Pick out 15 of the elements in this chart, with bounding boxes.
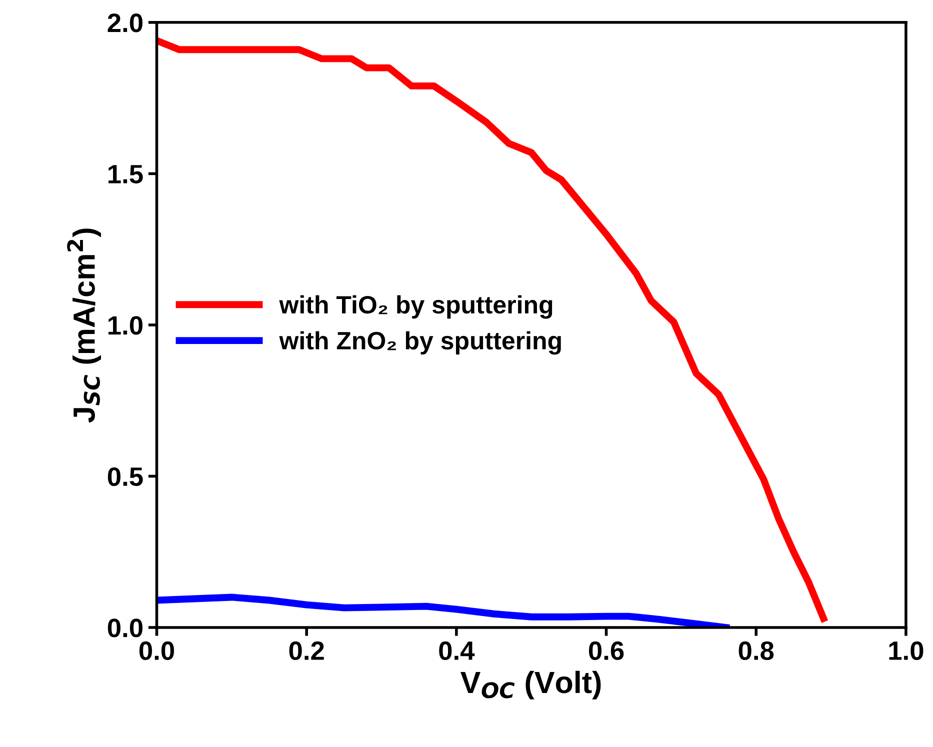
x-tick-label: 0.8 (738, 641, 774, 660)
legend-label: with TiO₂ by sputtering (279, 295, 552, 319)
y-tick-label: 2.0 (108, 14, 142, 32)
x-tick-label: 0.4 (439, 641, 475, 660)
y-tick-label: 1.0 (108, 316, 142, 335)
x-axis-title: V$_{OC}$ (Volt) (460, 670, 601, 700)
x-tick-label: 0.2 (289, 641, 324, 660)
x-tick-label: 0.6 (588, 641, 624, 660)
y-tick-label: 0.5 (108, 467, 143, 486)
y-tick-label: 1.5 (108, 165, 143, 184)
legend-label: with ZnO₂ by sputtering (279, 331, 561, 355)
x-tick-label: 1.0 (889, 641, 924, 660)
y-axis-title: J$_{SC}$ (mA/cm$^{2}$) (67, 228, 102, 423)
y-tick-label: 0.0 (108, 618, 142, 638)
x-tick-label: 0.0 (139, 641, 174, 660)
